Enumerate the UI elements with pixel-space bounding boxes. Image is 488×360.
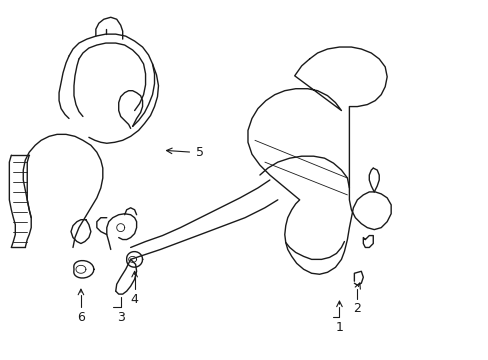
Text: 4: 4 <box>130 293 138 306</box>
Text: 6: 6 <box>77 311 85 324</box>
Text: 1: 1 <box>335 321 343 334</box>
Text: 2: 2 <box>353 302 361 315</box>
Text: 3: 3 <box>117 311 124 324</box>
Text: 5: 5 <box>196 146 204 159</box>
